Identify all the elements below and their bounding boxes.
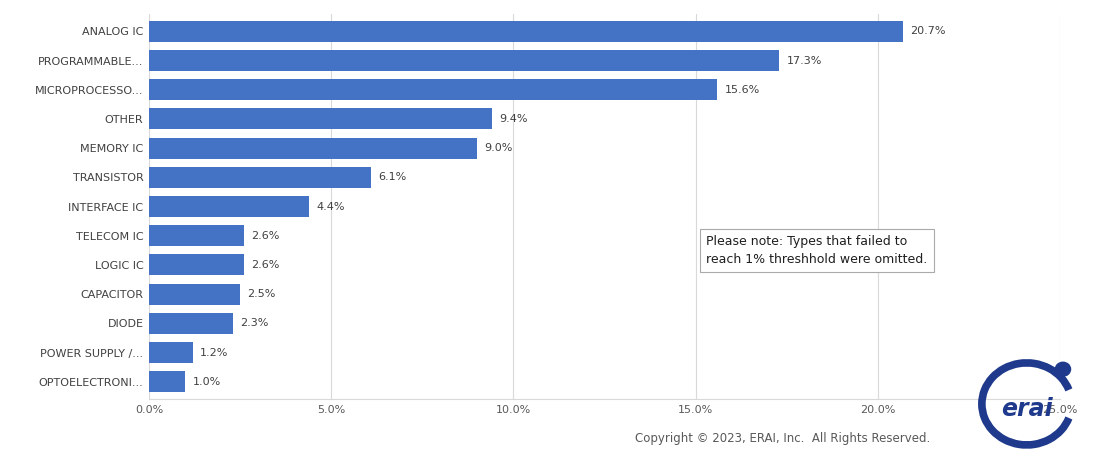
Text: 1.2%: 1.2% <box>200 347 229 358</box>
Text: 15.6%: 15.6% <box>724 85 760 95</box>
Bar <box>149 108 491 129</box>
Text: 2.5%: 2.5% <box>247 289 276 299</box>
Circle shape <box>1055 362 1071 376</box>
Bar <box>149 79 718 100</box>
Bar <box>149 313 233 334</box>
Text: 2.6%: 2.6% <box>251 231 279 241</box>
Text: 2.6%: 2.6% <box>251 260 279 270</box>
Text: 20.7%: 20.7% <box>911 26 946 36</box>
Bar <box>149 284 241 305</box>
Text: Copyright © 2023, ERAI, Inc.  All Rights Reserved.: Copyright © 2023, ERAI, Inc. All Rights … <box>635 432 930 445</box>
Bar <box>149 167 371 188</box>
Bar <box>149 225 244 246</box>
Text: 9.4%: 9.4% <box>499 114 528 124</box>
Text: erai: erai <box>1001 397 1052 420</box>
Text: 17.3%: 17.3% <box>787 56 822 66</box>
Bar <box>149 196 309 217</box>
Bar <box>149 371 185 392</box>
Text: 1.0%: 1.0% <box>193 377 221 387</box>
Text: 9.0%: 9.0% <box>485 143 512 153</box>
Bar <box>149 342 193 363</box>
Bar <box>149 50 779 71</box>
Bar <box>149 138 477 159</box>
Text: 2.3%: 2.3% <box>241 319 268 328</box>
Text: 6.1%: 6.1% <box>379 172 406 182</box>
Text: Please note: Types that failed to
reach 1% threshhold were omitted.: Please note: Types that failed to reach … <box>707 235 927 266</box>
Bar <box>149 254 244 275</box>
Text: 4.4%: 4.4% <box>317 202 346 212</box>
Bar <box>149 21 903 42</box>
